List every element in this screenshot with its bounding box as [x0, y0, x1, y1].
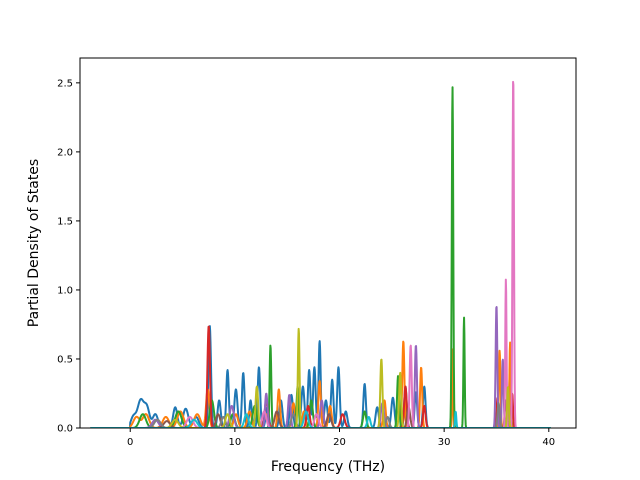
x-tick-label: 10 [229, 437, 242, 448]
series-line-7 [89, 80, 552, 428]
x-tick-label: 40 [542, 437, 555, 448]
y-axis-label: Partial Density of States [26, 159, 42, 327]
y-tick-label: 2.5 [57, 78, 73, 89]
x-axis-label: Frequency (THz) [271, 459, 385, 475]
y-axis-ticks: 0.0 0.5 1.0 1.5 2.0 2.5 [57, 78, 80, 435]
y-tick-label: 0.0 [57, 424, 73, 435]
y-tick-label: 2.0 [57, 147, 73, 158]
series-line-2 [89, 340, 552, 428]
x-tick-label: 30 [438, 437, 451, 448]
series-line-6 [89, 399, 552, 428]
x-tick-label: 20 [333, 437, 346, 448]
y-tick-label: 1.5 [57, 216, 73, 227]
plot-frame [79, 57, 577, 429]
x-axis-ticks: 0 10 20 30 40 [127, 428, 555, 448]
y-tick-label: 1.0 [57, 285, 73, 296]
y-tick-label: 0.5 [57, 354, 73, 365]
x-tick-label: 0 [127, 437, 133, 448]
